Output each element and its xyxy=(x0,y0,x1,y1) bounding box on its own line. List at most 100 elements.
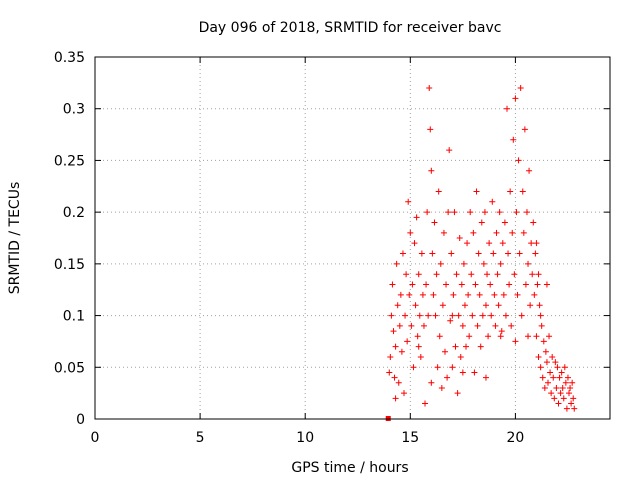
data-point xyxy=(417,353,424,360)
data-point xyxy=(435,188,442,195)
data-point xyxy=(547,369,554,376)
data-point xyxy=(413,214,420,221)
data-point xyxy=(449,364,456,371)
data-point xyxy=(390,328,397,335)
data-point xyxy=(542,348,549,355)
data-point xyxy=(540,338,547,345)
data-point xyxy=(481,209,488,216)
data-point xyxy=(419,291,426,298)
data-point xyxy=(469,312,476,319)
x-tick-label: 15 xyxy=(401,430,419,446)
data-point xyxy=(567,384,574,391)
data-point xyxy=(527,302,534,309)
data-point xyxy=(506,281,513,288)
chart-title: Day 096 of 2018, SRMTID for receiver bav… xyxy=(199,20,502,36)
data-point xyxy=(504,105,510,112)
data-point xyxy=(404,338,411,345)
data-point xyxy=(471,369,478,376)
data-point xyxy=(432,312,439,319)
data-point xyxy=(568,400,575,407)
x-axis-label: GPS time / hours xyxy=(291,460,408,476)
y-tick-label: 0 xyxy=(76,412,85,428)
data-point xyxy=(539,374,546,381)
data-point xyxy=(436,333,443,340)
data-point xyxy=(410,364,417,371)
data-point xyxy=(541,384,548,391)
data-point xyxy=(486,240,493,247)
data-point xyxy=(467,209,474,216)
data-point xyxy=(395,379,402,386)
data-point xyxy=(511,271,518,278)
data-point xyxy=(437,260,444,267)
data-point xyxy=(552,359,559,366)
data-point xyxy=(519,188,526,195)
data-point xyxy=(571,405,578,412)
y-tick-label: 0.25 xyxy=(54,153,85,169)
data-point xyxy=(463,343,470,350)
data-point xyxy=(411,240,418,247)
data-point xyxy=(564,374,571,381)
data-point xyxy=(387,353,394,360)
data-point xyxy=(409,281,416,288)
data-point xyxy=(543,281,550,288)
data-point xyxy=(464,240,471,247)
data-point xyxy=(528,240,535,247)
data-point xyxy=(543,359,550,366)
data-point xyxy=(535,353,542,360)
data-point xyxy=(566,390,573,397)
data-point xyxy=(499,240,506,247)
y-tick-label: 0.3 xyxy=(63,102,85,118)
data-point xyxy=(512,338,519,345)
data-point xyxy=(525,260,532,267)
data-point xyxy=(418,250,425,257)
data-point xyxy=(531,291,538,298)
data-point xyxy=(546,333,553,340)
y-tick-label: 0.1 xyxy=(63,309,85,325)
data-point xyxy=(557,390,564,397)
data-point xyxy=(510,136,517,143)
data-point xyxy=(533,333,540,340)
data-point xyxy=(525,333,532,340)
data-point xyxy=(460,260,467,267)
data-point xyxy=(470,229,477,236)
data-point xyxy=(502,312,509,319)
data-point xyxy=(454,390,461,397)
data-point xyxy=(428,379,435,386)
data-point xyxy=(482,302,489,309)
data-point xyxy=(451,209,458,216)
data-point xyxy=(406,291,413,298)
data-point xyxy=(533,240,540,247)
data-point xyxy=(434,364,441,371)
data-point xyxy=(422,400,429,407)
data-point xyxy=(512,95,519,102)
data-point xyxy=(530,219,537,226)
data-point xyxy=(492,322,499,329)
y-tick-label: 0.35 xyxy=(54,50,85,66)
data-point xyxy=(489,198,496,205)
data-point xyxy=(509,229,516,236)
data-point xyxy=(477,343,484,350)
data-point xyxy=(495,302,502,309)
data-point xyxy=(520,229,527,236)
data-point xyxy=(399,250,406,257)
data-point xyxy=(474,322,481,329)
data-point xyxy=(570,395,577,402)
data-point xyxy=(386,369,393,376)
data-point xyxy=(440,229,447,236)
data-point xyxy=(448,250,455,257)
data-point xyxy=(538,322,545,329)
y-axis-label: SRMTID / TECUs xyxy=(7,182,23,295)
data-point xyxy=(459,322,466,329)
data-point xyxy=(428,167,435,174)
x-tick-label: 5 xyxy=(196,430,205,446)
data-point xyxy=(450,291,457,298)
data-point xyxy=(493,229,500,236)
data-point xyxy=(558,369,565,376)
data-point xyxy=(529,271,536,278)
data-point xyxy=(569,379,576,386)
data-point xyxy=(500,291,507,298)
data-point xyxy=(402,312,409,319)
data-point xyxy=(452,343,459,350)
data-point xyxy=(416,312,423,319)
axis-ticks: 0 0.05 0.1 0.15 0.2 0.25 0.3 0.35 0 5 10 15 20 xyxy=(54,50,610,446)
